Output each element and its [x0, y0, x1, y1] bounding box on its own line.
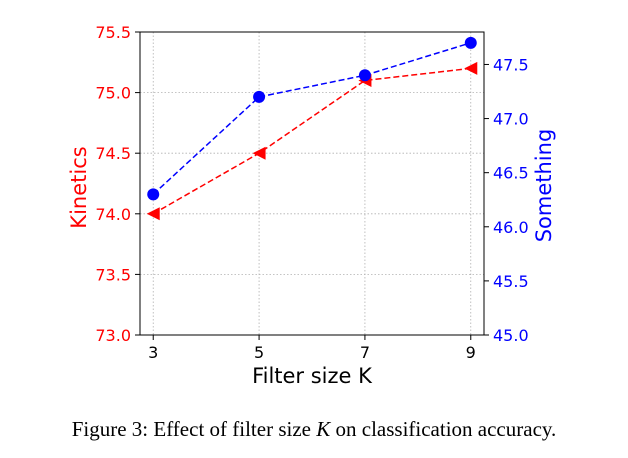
grid — [140, 31, 484, 336]
x-tick-label: 9 — [466, 343, 476, 362]
x-tick-label: 7 — [360, 343, 370, 362]
y-right-tick-label: 46.0 — [493, 218, 529, 237]
data-point-circle — [464, 36, 477, 49]
axes: 3 5 7 9 73.0 73.5 74.0 74.5 75.0 75.5 45.0 45.5 46.0… — [95, 23, 528, 362]
right-series-line — [152, 42, 471, 195]
y-right-tick-label: 46.5 — [493, 164, 529, 183]
x-axis-label: Filter size K — [252, 364, 373, 388]
y-right-tick-label: 45.0 — [493, 326, 529, 345]
y-left-tick-label: 75.0 — [95, 84, 131, 103]
data-point-circle — [147, 188, 160, 201]
y-right-tick-label: 47.0 — [493, 110, 529, 129]
caption-prefix: Figure 3: Effect of filter size — [71, 417, 317, 441]
data-point-circle — [253, 90, 266, 103]
y-axis-left-label: Kinetics — [67, 146, 91, 228]
y-left-tick-label: 75.5 — [95, 23, 131, 42]
data-point-circle — [358, 69, 371, 82]
plot-frame — [139, 31, 485, 336]
y-left-tick-label: 73.5 — [95, 265, 131, 284]
data-point-triangle — [464, 61, 478, 75]
data-point-triangle — [146, 207, 160, 221]
x-tick-label: 3 — [148, 343, 158, 362]
y-left-tick-label: 74.5 — [95, 144, 131, 163]
left-series-line — [152, 67, 471, 215]
y-right-tick-label: 45.5 — [493, 272, 529, 291]
caption-suffix: on classification accuracy. — [330, 417, 557, 441]
y-left-tick-label: 73.0 — [95, 326, 131, 345]
y-right-tick-label: 47.5 — [493, 55, 529, 74]
y-left-tick-label: 74.0 — [95, 205, 131, 224]
figure-caption: Figure 3: Effect of filter size K on cla… — [0, 417, 628, 442]
caption-variable: K — [316, 417, 331, 441]
x-tick-label: 5 — [254, 343, 264, 362]
series-layer — [146, 36, 478, 221]
data-point-triangle — [252, 146, 266, 160]
y-axis-right-label: Something — [532, 129, 556, 243]
